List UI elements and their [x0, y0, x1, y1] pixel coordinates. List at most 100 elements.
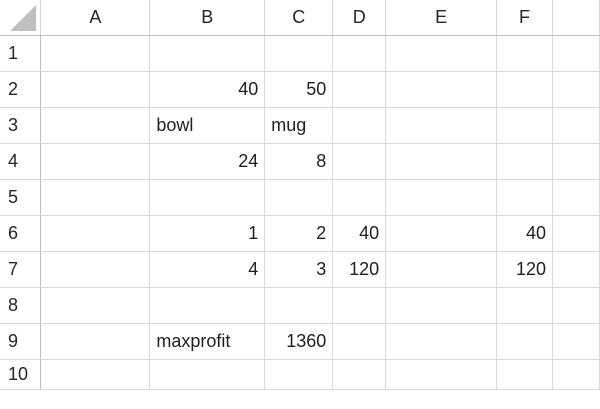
- cell-c8[interactable]: [264, 287, 334, 324]
- cell-b5[interactable]: [149, 179, 266, 216]
- cell-c4[interactable]: 8: [264, 143, 334, 180]
- cell-e1[interactable]: [385, 35, 498, 72]
- sheet-row: 2 40 50: [0, 71, 600, 108]
- cell-g10[interactable]: [552, 359, 600, 390]
- cell-g6[interactable]: [552, 215, 600, 252]
- cell-e4[interactable]: [385, 143, 498, 180]
- sheet-row: 5: [0, 179, 600, 216]
- row-header[interactable]: 9: [0, 323, 42, 360]
- column-header-g[interactable]: [552, 0, 600, 36]
- column-header-c[interactable]: C: [264, 0, 334, 36]
- cell-d8[interactable]: [332, 287, 387, 324]
- cell-c2[interactable]: 50: [264, 71, 334, 108]
- cell-a1[interactable]: [40, 35, 151, 72]
- sheet-row: 1: [0, 35, 600, 72]
- row-header[interactable]: 3: [0, 107, 42, 144]
- cell-c7[interactable]: 3: [264, 251, 334, 288]
- cell-b8[interactable]: [149, 287, 266, 324]
- cell-e9[interactable]: [385, 323, 498, 360]
- cell-a4[interactable]: [40, 143, 151, 180]
- spreadsheet-grid: A B C D E F 1 2 40 50 3 bowl mug: [0, 0, 600, 390]
- cell-g5[interactable]: [552, 179, 600, 216]
- sheet-row: 4 24 8: [0, 143, 600, 180]
- cell-b7[interactable]: 4: [149, 251, 266, 288]
- cell-b10[interactable]: [149, 359, 266, 390]
- cell-e10[interactable]: [385, 359, 498, 390]
- cell-b3[interactable]: bowl: [149, 107, 266, 144]
- cell-a6[interactable]: [40, 215, 151, 252]
- cell-f8[interactable]: [496, 287, 554, 324]
- cell-e3[interactable]: [385, 107, 498, 144]
- cell-g2[interactable]: [552, 71, 600, 108]
- cell-b1[interactable]: [149, 35, 266, 72]
- column-header-row: A B C D E F: [0, 0, 600, 36]
- cell-c3[interactable]: mug: [264, 107, 334, 144]
- cell-g7[interactable]: [552, 251, 600, 288]
- cell-d2[interactable]: [332, 71, 387, 108]
- sheet-row: 6 1 2 40 40: [0, 215, 600, 252]
- column-header-d[interactable]: D: [332, 0, 387, 36]
- cell-b2[interactable]: 40: [149, 71, 266, 108]
- cell-f4[interactable]: [496, 143, 554, 180]
- cell-d3[interactable]: [332, 107, 387, 144]
- cell-e8[interactable]: [385, 287, 498, 324]
- cell-g8[interactable]: [552, 287, 600, 324]
- cell-d7[interactable]: 120: [332, 251, 387, 288]
- cell-g3[interactable]: [552, 107, 600, 144]
- cell-g4[interactable]: [552, 143, 600, 180]
- cell-c5[interactable]: [264, 179, 334, 216]
- row-header[interactable]: 6: [0, 215, 42, 252]
- sheet-row: 10: [0, 359, 600, 390]
- cell-a2[interactable]: [40, 71, 151, 108]
- cell-e6[interactable]: [385, 215, 498, 252]
- cell-d9[interactable]: [332, 323, 387, 360]
- cell-d10[interactable]: [332, 359, 387, 390]
- sheet-row: 7 4 3 120 120: [0, 251, 600, 288]
- row-header[interactable]: 4: [0, 143, 42, 180]
- cell-b6[interactable]: 1: [149, 215, 266, 252]
- cell-c10[interactable]: [264, 359, 334, 390]
- cell-a9[interactable]: [40, 323, 151, 360]
- column-header-b[interactable]: B: [149, 0, 266, 36]
- cell-f7[interactable]: 120: [496, 251, 554, 288]
- cell-c6[interactable]: 2: [264, 215, 334, 252]
- column-header-f[interactable]: F: [496, 0, 554, 36]
- cell-d1[interactable]: [332, 35, 387, 72]
- column-header-a[interactable]: A: [40, 0, 151, 36]
- cell-f6[interactable]: 40: [496, 215, 554, 252]
- sheet-row: 8: [0, 287, 600, 324]
- row-header[interactable]: 2: [0, 71, 42, 108]
- sheet-row: 9 maxprofit 1360: [0, 323, 600, 360]
- cell-c9[interactable]: 1360: [264, 323, 334, 360]
- cell-c1[interactable]: [264, 35, 334, 72]
- cell-a3[interactable]: [40, 107, 151, 144]
- cell-d4[interactable]: [332, 143, 387, 180]
- cell-f9[interactable]: [496, 323, 554, 360]
- row-header[interactable]: 1: [0, 35, 42, 72]
- cell-a5[interactable]: [40, 179, 151, 216]
- cell-d5[interactable]: [332, 179, 387, 216]
- cell-a7[interactable]: [40, 251, 151, 288]
- cell-f3[interactable]: [496, 107, 554, 144]
- cell-d6[interactable]: 40: [332, 215, 387, 252]
- row-header[interactable]: 7: [0, 251, 42, 288]
- cell-b9[interactable]: maxprofit: [149, 323, 266, 360]
- cell-e2[interactable]: [385, 71, 498, 108]
- cell-g1[interactable]: [552, 35, 600, 72]
- cell-a8[interactable]: [40, 287, 151, 324]
- cell-b4[interactable]: 24: [149, 143, 266, 180]
- select-all-corner[interactable]: [0, 0, 42, 36]
- column-header-e[interactable]: E: [385, 0, 498, 36]
- cell-a10[interactable]: [40, 359, 151, 390]
- sheet-row: 3 bowl mug: [0, 107, 600, 144]
- cell-e5[interactable]: [385, 179, 498, 216]
- cell-f2[interactable]: [496, 71, 554, 108]
- row-header[interactable]: 8: [0, 287, 42, 324]
- cell-f5[interactable]: [496, 179, 554, 216]
- row-header[interactable]: 10: [0, 359, 42, 390]
- cell-e7[interactable]: [385, 251, 498, 288]
- row-header[interactable]: 5: [0, 179, 42, 216]
- cell-f10[interactable]: [496, 359, 554, 390]
- cell-f1[interactable]: [496, 35, 554, 72]
- cell-g9[interactable]: [552, 323, 600, 360]
